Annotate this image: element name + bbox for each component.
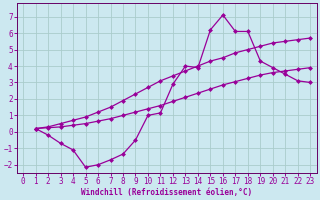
X-axis label: Windchill (Refroidissement éolien,°C): Windchill (Refroidissement éolien,°C)	[81, 188, 252, 197]
